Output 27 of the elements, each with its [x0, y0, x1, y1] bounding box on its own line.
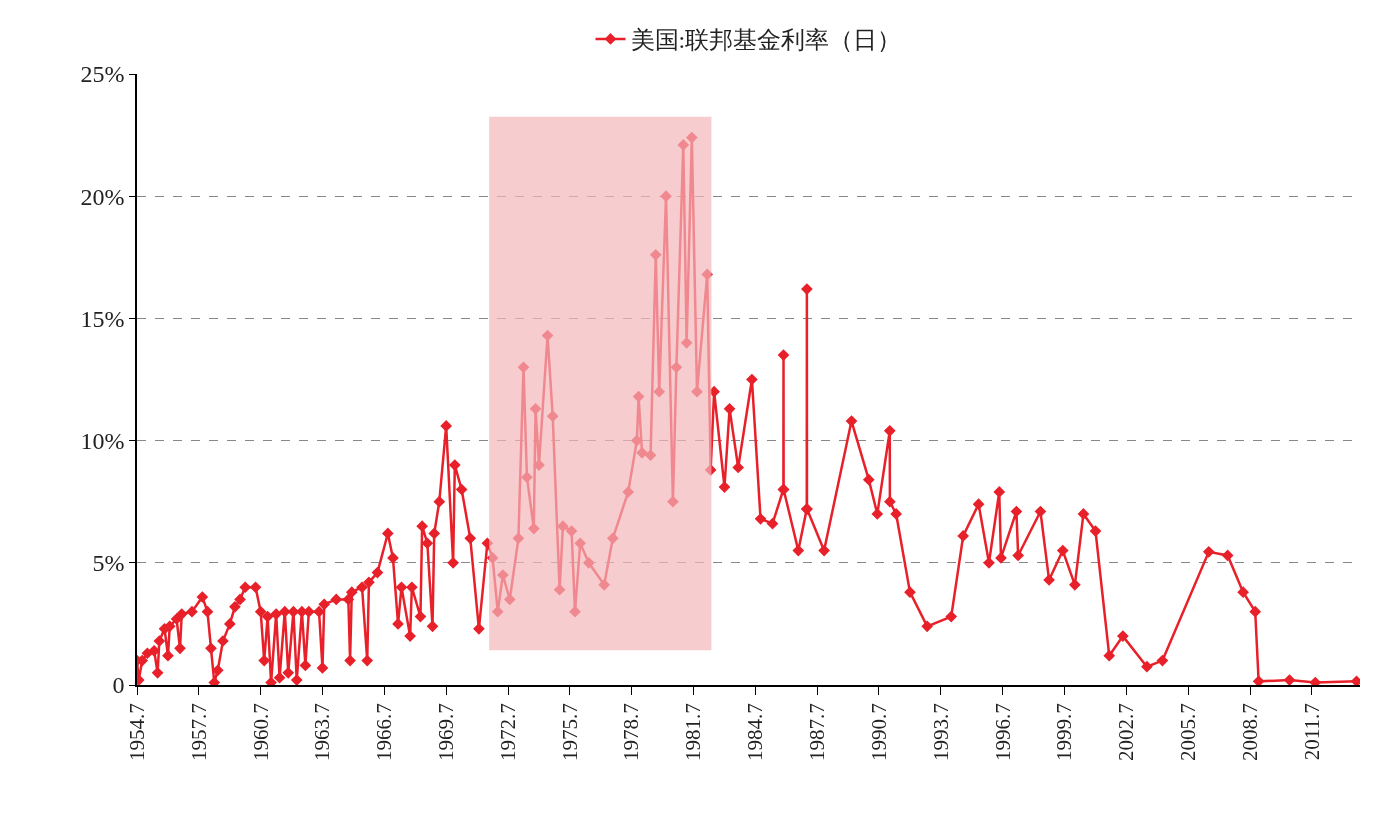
x-tick-label: 1963.7 [310, 703, 335, 761]
x-tick-label: 1984.7 [743, 703, 768, 761]
x-tick-label: 1999.7 [1052, 703, 1077, 761]
x-tick-label: 1975.7 [557, 703, 582, 761]
x-tick-label: 1981.7 [681, 703, 706, 761]
x-tick-label: 2002.7 [1114, 703, 1139, 761]
x-tick-label: 1978.7 [619, 703, 644, 761]
x-tick-label: 1990.7 [866, 703, 891, 761]
x-tick-label: 1972.7 [495, 703, 520, 761]
y-tick-label: 0 [112, 672, 125, 699]
x-tick-label: 1969.7 [434, 703, 459, 761]
y-tick-label: 25% [80, 61, 125, 88]
legend-label: 美国:联邦基金利率（日） [630, 27, 902, 54]
x-tick-label: 1996.7 [990, 703, 1015, 761]
x-tick-label: 2008.7 [1237, 703, 1262, 761]
x-tick-label: 1987.7 [804, 703, 829, 761]
x-tick-label: 1954.7 [124, 703, 149, 761]
y-tick-label: 5% [92, 550, 125, 577]
x-tick-label: 1960.7 [248, 703, 273, 761]
y-tick-label: 15% [80, 305, 125, 332]
x-tick-label: 1993.7 [928, 703, 953, 761]
x-tick-label: 2005.7 [1175, 703, 1200, 761]
x-tick-label: 2011.7 [1299, 703, 1324, 761]
y-tick-label: 20% [80, 183, 125, 210]
x-tick-label: 1966.7 [372, 703, 397, 761]
x-tick-label: 1957.7 [186, 703, 211, 761]
y-tick-label: 10% [80, 428, 125, 454]
